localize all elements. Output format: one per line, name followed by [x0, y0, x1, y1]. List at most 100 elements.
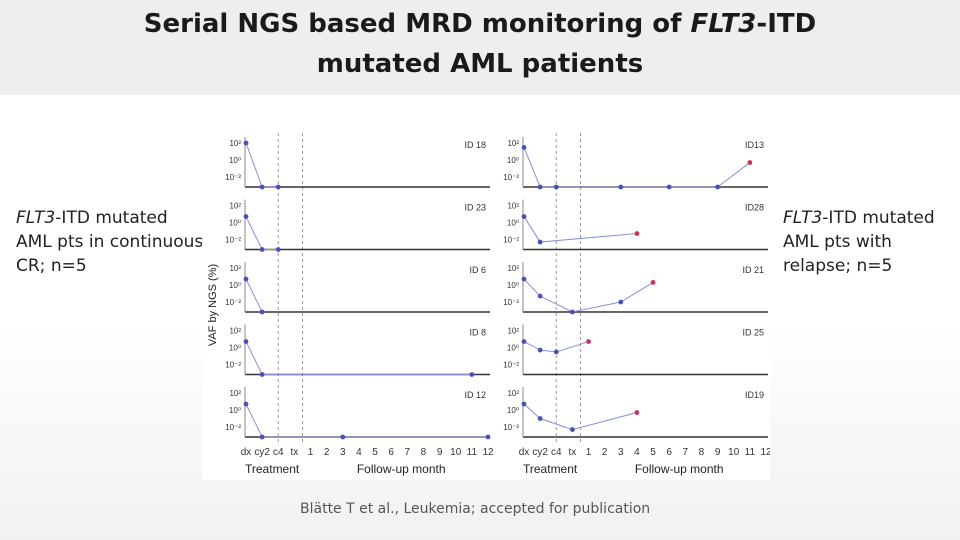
series-line: [245, 341, 472, 375]
data-point: [666, 184, 672, 190]
x-axis-title-treatment: Treatment: [523, 462, 578, 476]
series-line: [245, 216, 279, 250]
y-tick-label: 10⁰: [507, 156, 519, 165]
y-tick-label: 10⁻²: [503, 361, 519, 370]
y-tick-label: 10²: [229, 202, 241, 211]
y-tick-label: 10⁻²: [225, 423, 241, 432]
x-axis-title-followup: Follow-up month: [635, 462, 724, 476]
data-point: [275, 247, 281, 252]
y-tick-label: 10⁻²: [225, 298, 241, 307]
panel-id-label: ID 25: [742, 328, 764, 338]
right-note-gene: FLT3: [783, 208, 823, 228]
data-point: [243, 214, 249, 219]
x-axis-title-treatment: Treatment: [245, 462, 300, 476]
data-point: [259, 309, 265, 315]
panel-id-label: ID 18: [464, 140, 486, 150]
title-band: [0, 0, 960, 95]
data-point: [521, 339, 527, 344]
x-tick-label: c4: [551, 447, 562, 458]
x-tick-label: dx: [241, 447, 252, 458]
x-tick-label: 2: [324, 447, 330, 458]
citation: Blätte T et al., Leukemia; accepted for …: [300, 501, 651, 517]
y-tick-label: 10⁰: [507, 219, 519, 228]
title-text-2: -ITD: [756, 9, 817, 39]
data-point: [521, 276, 527, 282]
data-point: [618, 299, 624, 305]
data-point: [747, 160, 753, 165]
data-point: [259, 247, 265, 252]
series-line: [523, 341, 589, 353]
panel-id-label: ID 12: [464, 390, 486, 400]
figure-image: VAF by NGS (%) 10² 10⁰ 10⁻² ID 18 10² 10⁰ 10⁻² I…: [202, 130, 772, 480]
data-point: [570, 309, 575, 315]
data-point: [618, 184, 624, 190]
data-point: [243, 401, 249, 407]
data-point: [553, 184, 559, 190]
panel-id-label: ID 8: [469, 328, 486, 338]
x-tick-label: 9: [715, 447, 721, 458]
y-tick-label: 10²: [229, 264, 241, 273]
panel-id-label: ID13: [745, 140, 764, 150]
y-tick-label: 10⁰: [507, 344, 519, 353]
x-tick-label: 6: [388, 447, 394, 458]
chart-svg: VAF by NGS (%) 10² 10⁰ 10⁻² ID 18 10² 10⁰ 10⁻² I…: [207, 133, 772, 476]
x-tick-label: 8: [421, 447, 427, 458]
right-note-text: -ITD mutated AML pts with relapse; n=5: [783, 208, 935, 276]
data-point: [243, 276, 249, 282]
data-point: [340, 434, 346, 440]
x-tick-label: 6: [666, 447, 672, 458]
y-tick-label: 10⁰: [229, 219, 241, 228]
series-line: [245, 403, 488, 438]
x-tick-label: tx: [569, 447, 577, 458]
y-tick-label: 10²: [507, 202, 519, 211]
y-tick-label: 10²: [229, 389, 241, 398]
data-point: [521, 401, 527, 407]
y-tick-label: 10²: [229, 139, 241, 148]
data-point: [469, 372, 475, 377]
series-line: [245, 142, 279, 188]
title-line-2: mutated AML patients: [316, 49, 644, 79]
y-tick-label: 10⁻²: [225, 173, 241, 182]
y-tick-label: 10²: [507, 264, 519, 273]
data-point: [586, 339, 591, 344]
x-tick-label: 1: [308, 447, 314, 458]
data-point: [537, 293, 543, 299]
y-tick-label: 10⁰: [229, 406, 241, 415]
x-tick-label: 4: [634, 447, 640, 458]
x-tick-label: 10: [450, 447, 462, 458]
x-tick-label: 11: [745, 447, 756, 458]
x-tick-label: 4: [356, 447, 362, 458]
y-tick-label: 10²: [507, 389, 519, 398]
y-tick-label: 10⁻²: [225, 361, 241, 370]
y-tick-label: 10⁻²: [503, 173, 519, 182]
data-point: [275, 184, 281, 190]
y-tick-label: 10⁻²: [503, 423, 519, 432]
series-line: [523, 403, 638, 431]
data-point: [537, 184, 543, 190]
y-tick-label: 10²: [229, 327, 241, 336]
data-point: [634, 231, 640, 236]
title-italic-gene: FLT3: [690, 9, 757, 39]
panel-id-label: ID28: [745, 203, 764, 213]
series-line: [523, 278, 654, 313]
data-point: [634, 410, 640, 415]
data-point: [537, 347, 543, 353]
title-text-1: Serial NGS based MRD monitoring of: [143, 9, 691, 39]
y-tick-label: 10⁰: [507, 406, 519, 415]
y-tick-label: 10²: [507, 327, 519, 336]
series-line: [245, 278, 263, 313]
right-note: FLT3-ITD mutated AML pts with relapse; n…: [783, 206, 958, 278]
data-point: [259, 434, 265, 440]
y-tick-label: 10⁰: [507, 281, 519, 290]
x-axis-title-followup: Follow-up month: [357, 462, 446, 476]
data-point: [259, 372, 265, 377]
data-point: [259, 184, 265, 190]
x-tick-label: 8: [699, 447, 705, 458]
x-tick-label: cy2: [254, 447, 270, 458]
x-tick-label: 2: [602, 447, 608, 458]
left-note: FLT3-ITD mutated AML pts in continuous C…: [16, 206, 206, 278]
y-tick-label: 10⁰: [229, 156, 241, 165]
x-tick-label: 3: [618, 447, 624, 458]
data-point: [521, 214, 527, 219]
x-tick-label: 12: [482, 447, 494, 458]
